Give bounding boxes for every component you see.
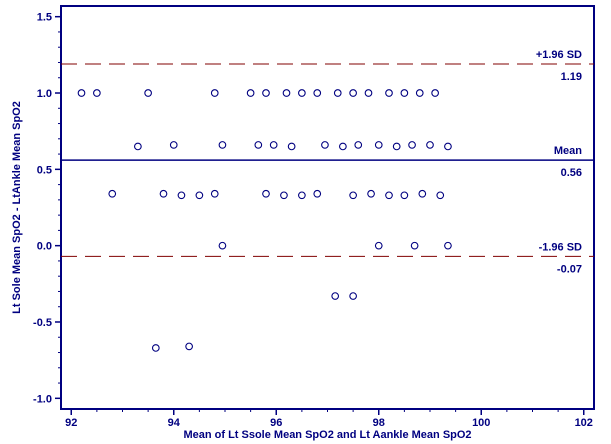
y-tick-label: -0.5 xyxy=(33,317,52,329)
data-point xyxy=(262,189,270,198)
data-point xyxy=(349,191,357,200)
data-point xyxy=(280,191,288,200)
data-point xyxy=(218,141,227,149)
reference-line-name: +1.96 SD xyxy=(536,49,582,61)
data-point xyxy=(339,142,347,151)
data-point xyxy=(218,241,227,250)
data-point xyxy=(374,141,383,149)
y-axis: -1.0 -0.5 0.0 0.5 1.0 1.5 xyxy=(33,12,61,405)
data-point xyxy=(392,142,401,151)
data-point xyxy=(364,89,373,97)
data-point xyxy=(354,141,363,149)
data-point xyxy=(246,89,255,97)
data-point xyxy=(367,189,375,198)
x-tick-label: 96 xyxy=(270,417,282,429)
data-point xyxy=(134,142,142,151)
y-tick-label: 0.0 xyxy=(37,241,52,253)
data-points xyxy=(77,89,452,352)
data-point xyxy=(321,141,329,149)
data-point xyxy=(108,189,117,198)
reference-line-name: -1.96 SD xyxy=(539,241,582,253)
data-point xyxy=(298,191,306,200)
data-point xyxy=(159,189,168,198)
y-tick-label: 0.5 xyxy=(37,164,52,176)
data-point xyxy=(444,142,452,151)
data-point xyxy=(333,89,342,97)
data-point xyxy=(400,89,409,97)
data-point xyxy=(418,189,427,198)
x-tick-label: 94 xyxy=(168,417,181,429)
reference-lines: +1.96 SD 1.19 Mean 0.56 -1.96 SD -0.07 xyxy=(61,49,594,275)
y-tick-label: -1.0 xyxy=(33,393,52,405)
plot-area xyxy=(60,5,595,410)
reference-line-name: Mean xyxy=(554,145,582,157)
x-tick-label: 102 xyxy=(575,417,593,429)
x-tick-label: 98 xyxy=(373,417,385,429)
reference-line-value: 0.56 xyxy=(561,167,582,179)
data-point xyxy=(210,89,219,97)
x-tick-label: 92 xyxy=(65,417,77,429)
x-axis-title: Mean of Lt Ssole Mean SpO2 and Lt Aankle… xyxy=(183,429,471,441)
reference-line-value: 1.19 xyxy=(561,71,582,83)
data-point xyxy=(349,89,357,97)
data-point xyxy=(444,241,452,250)
x-tick-label: 100 xyxy=(472,417,490,429)
data-point xyxy=(77,89,86,97)
data-point xyxy=(144,89,152,97)
data-point xyxy=(177,191,186,200)
plot-border xyxy=(60,5,595,410)
data-point xyxy=(374,241,383,250)
data-point xyxy=(415,89,424,97)
data-point xyxy=(436,191,445,200)
data-point xyxy=(313,89,322,97)
data-point xyxy=(287,142,296,151)
data-point xyxy=(269,141,278,149)
data-point xyxy=(262,89,270,97)
reference-line-value: -0.07 xyxy=(557,263,582,275)
data-point xyxy=(254,141,263,149)
data-point xyxy=(93,89,101,97)
data-point xyxy=(331,292,340,300)
data-point xyxy=(169,141,178,149)
data-point xyxy=(151,344,160,352)
data-point xyxy=(385,191,393,200)
data-point xyxy=(282,89,291,97)
data-point xyxy=(195,191,204,200)
y-axis-title: Lt Sole Mean SpO2 - LtAnkle Mean SpO2 xyxy=(11,101,23,314)
y-tick-label: 1.0 xyxy=(37,88,52,100)
data-point xyxy=(385,89,393,97)
data-point xyxy=(408,141,416,149)
x-axis: 92 94 96 98 100 102 xyxy=(65,409,593,429)
data-point xyxy=(426,141,434,149)
data-point xyxy=(431,89,439,97)
data-point xyxy=(313,189,322,198)
data-point xyxy=(349,292,357,300)
y-tick-label: 1.5 xyxy=(37,12,52,24)
data-point xyxy=(400,191,409,200)
data-point xyxy=(298,89,306,97)
data-point xyxy=(185,342,193,351)
data-point xyxy=(210,189,219,198)
data-point xyxy=(410,241,419,250)
